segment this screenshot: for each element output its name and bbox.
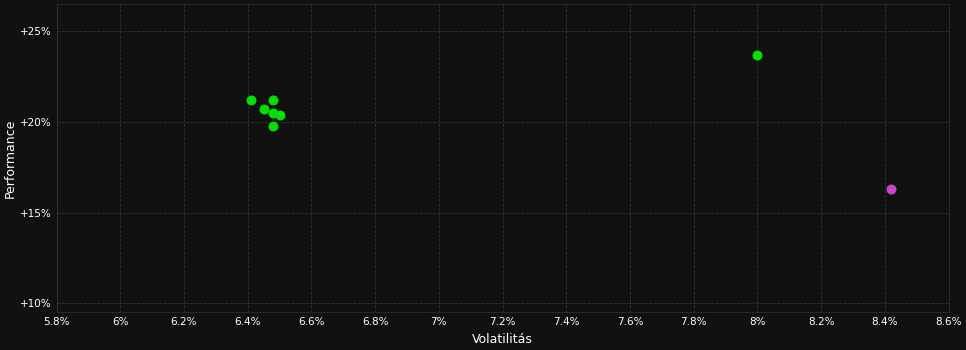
X-axis label: Volatilitás: Volatilitás (472, 333, 533, 346)
Point (243, 97, 259, 103)
Point (750, 52, 765, 58)
Point (271, 112, 287, 118)
Point (256, 106, 271, 112)
Point (266, 97, 281, 103)
Point (884, 186, 899, 192)
Point (266, 110, 281, 116)
Point (266, 123, 281, 128)
Y-axis label: Performance: Performance (4, 119, 17, 198)
